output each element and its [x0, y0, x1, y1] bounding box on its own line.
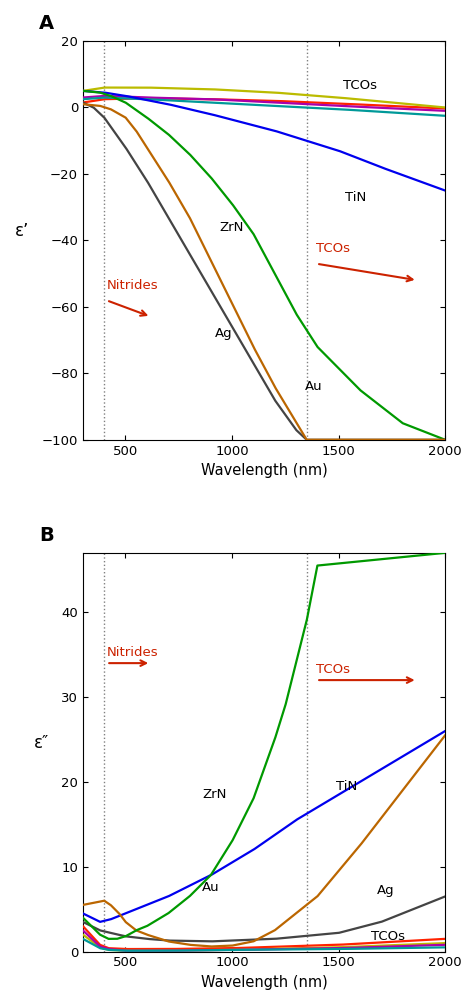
Text: B: B	[40, 526, 54, 545]
Text: A: A	[40, 14, 54, 33]
Y-axis label: ε″: ε″	[34, 735, 49, 752]
Text: ZrN: ZrN	[202, 788, 226, 801]
Text: TCOs: TCOs	[342, 79, 376, 92]
Text: TCOs: TCOs	[370, 930, 404, 943]
Text: TiN: TiN	[336, 780, 357, 793]
Text: Nitrides: Nitrides	[106, 646, 158, 659]
X-axis label: Wavelength (nm): Wavelength (nm)	[200, 463, 327, 478]
Text: Au: Au	[304, 380, 321, 393]
Text: TCOs: TCOs	[316, 242, 349, 255]
Text: Ag: Ag	[376, 884, 394, 897]
Text: ZrN: ZrN	[219, 221, 243, 233]
Text: Ag: Ag	[215, 327, 232, 340]
Text: TCOs: TCOs	[316, 663, 349, 675]
Text: Au: Au	[202, 881, 219, 894]
Text: Nitrides: Nitrides	[106, 279, 158, 291]
Text: TiN: TiN	[344, 191, 366, 204]
Y-axis label: ε’: ε’	[15, 222, 30, 240]
X-axis label: Wavelength (nm): Wavelength (nm)	[200, 975, 327, 990]
